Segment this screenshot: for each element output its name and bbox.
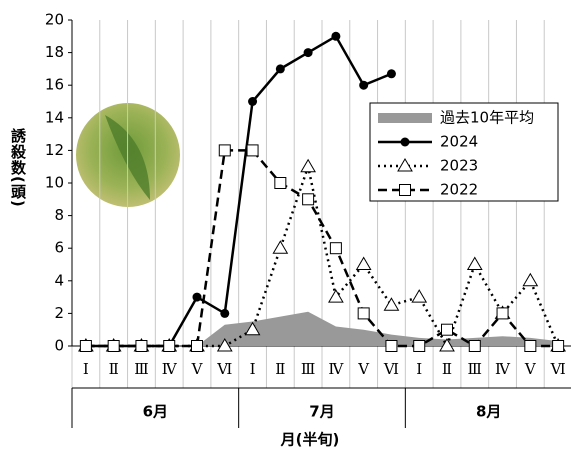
y-tick-label: 4: [54, 271, 64, 289]
x-tick-label: Ⅲ: [301, 360, 315, 378]
point: [468, 258, 482, 270]
y-tick-label: 2: [54, 304, 64, 322]
point: [275, 178, 286, 189]
x-tick-label: Ⅳ: [495, 360, 511, 378]
y-tick-label: 6: [54, 239, 64, 257]
x-tick-label: Ⅰ: [416, 360, 422, 378]
point: [193, 293, 202, 302]
month-label: 7月: [309, 403, 334, 421]
x-tick-label: Ⅴ: [524, 360, 537, 378]
point: [497, 308, 508, 319]
month-label: 6月: [143, 403, 168, 421]
legend-marker: [401, 138, 410, 147]
x-tick-label: Ⅱ: [109, 360, 119, 378]
legend-swatch: [378, 113, 432, 123]
point: [136, 341, 147, 352]
point: [387, 69, 396, 78]
point: [359, 81, 368, 90]
x-tick-label: Ⅵ: [550, 360, 566, 378]
point: [523, 274, 537, 286]
point: [303, 194, 314, 205]
y-tick-label: 20: [45, 11, 64, 29]
point: [357, 258, 371, 270]
month-label: 8月: [476, 403, 501, 421]
point: [329, 290, 343, 302]
y-tick-label: 14: [45, 108, 64, 126]
y-axis-title: 誘殺数(頭): [8, 128, 29, 208]
legend-label: 2023: [440, 157, 478, 175]
point: [276, 64, 285, 73]
x-tick-label: Ⅳ: [162, 360, 178, 378]
x-tick-label: Ⅴ: [357, 360, 370, 378]
point: [412, 290, 426, 302]
x-tick-label: Ⅲ: [468, 360, 482, 378]
point: [80, 341, 91, 352]
point: [331, 32, 340, 41]
x-tick-label: Ⅱ: [442, 360, 452, 378]
y-tick-label: 8: [54, 206, 64, 224]
point: [220, 309, 229, 318]
x-tick-label: Ⅲ: [134, 360, 148, 378]
chart-svg: 月(半旬) 02468101214161820ⅠⅡⅢⅣⅤⅥⅠⅡⅢⅣⅤⅥⅠⅡⅢⅣⅤ…: [0, 0, 571, 452]
legend-marker: [400, 185, 411, 196]
x-tick-label: Ⅰ: [83, 360, 89, 378]
point: [304, 48, 313, 57]
y-tick-label: 10: [45, 174, 64, 192]
point: [330, 243, 341, 254]
point: [219, 145, 230, 156]
x-tick-label: Ⅵ: [216, 360, 232, 378]
chart: 月(半旬) 02468101214161820ⅠⅡⅢⅣⅤⅥⅠⅡⅢⅣⅤⅥⅠⅡⅢⅣⅤ…: [0, 0, 571, 452]
legend-label: 過去10年平均: [440, 109, 534, 127]
point: [442, 324, 453, 335]
point: [469, 341, 480, 352]
x-tick-label: Ⅵ: [383, 360, 399, 378]
y-tick-label: 16: [45, 76, 64, 94]
point: [553, 341, 564, 352]
legend-label: 2024: [440, 133, 478, 151]
x-tick-label: Ⅴ: [191, 360, 204, 378]
point: [384, 298, 398, 310]
x-tick-label: Ⅳ: [328, 360, 344, 378]
y-tick-label: 0: [54, 337, 64, 355]
point: [301, 160, 315, 172]
point: [273, 241, 287, 253]
x-tick-label: Ⅱ: [275, 360, 285, 378]
x-axis-title: 月(半旬): [280, 431, 340, 449]
point: [108, 341, 119, 352]
point: [358, 308, 369, 319]
point: [248, 97, 257, 106]
x-tick-label: Ⅰ: [250, 360, 256, 378]
y-tick-label: 18: [45, 43, 64, 61]
point: [164, 341, 175, 352]
legend-label: 2022: [440, 181, 478, 199]
y-tick-label: 12: [45, 141, 64, 159]
point: [414, 341, 425, 352]
point: [247, 145, 258, 156]
point: [192, 341, 203, 352]
point: [386, 341, 397, 352]
point: [525, 341, 536, 352]
